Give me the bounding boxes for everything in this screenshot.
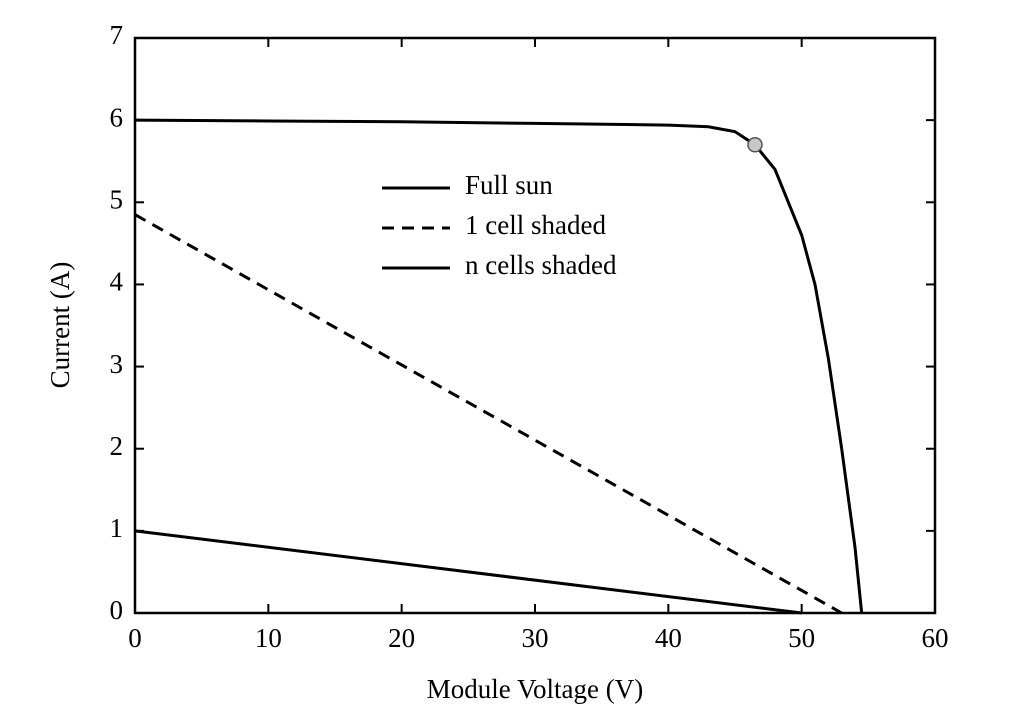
x-tick-label: 20 (388, 623, 415, 653)
x-tick-label: 30 (522, 623, 549, 653)
x-tick-label: 50 (788, 623, 815, 653)
x-tick-label: 0 (128, 623, 142, 653)
y-tick-label: 4 (110, 267, 124, 297)
legend-label: n cells shaded (465, 250, 617, 280)
legend-label: Full sun (465, 170, 553, 200)
y-tick-label: 7 (110, 20, 124, 50)
y-axis-title: Current (A) (45, 262, 75, 389)
max-power-point (747, 137, 763, 153)
x-tick-label: 10 (255, 623, 282, 653)
y-tick-label: 3 (110, 349, 124, 379)
x-tick-label: 60 (922, 623, 949, 653)
y-tick-label: 1 (110, 513, 124, 543)
legend-label: 1 cell shaded (465, 210, 606, 240)
x-tick-label: 40 (655, 623, 682, 653)
y-tick-label: 6 (110, 102, 124, 132)
y-tick-label: 0 (110, 595, 124, 625)
series-line (134, 529, 802, 615)
y-tick-label: 5 (110, 184, 124, 214)
x-axis-title: Module Voltage (V) (427, 674, 643, 704)
series-line (134, 213, 843, 615)
y-tick-label: 2 (110, 431, 124, 461)
